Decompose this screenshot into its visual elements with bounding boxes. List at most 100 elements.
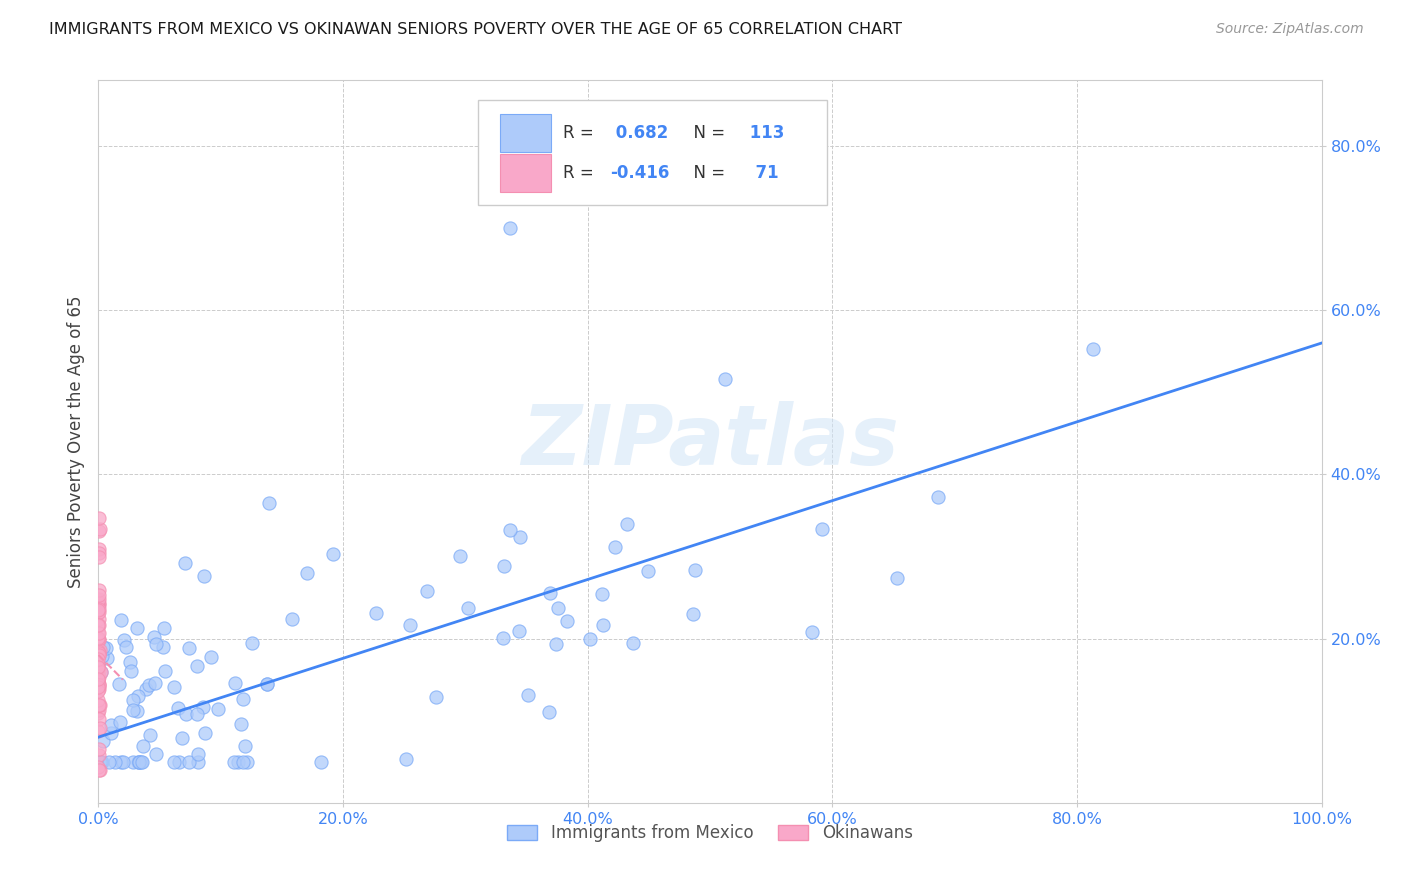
Point (194, 726, 217, 740)
Point (87, 712, 110, 726)
Point (236, 755, 259, 769)
Point (87, 592, 110, 607)
Point (89, 755, 111, 769)
Point (118, 656, 141, 670)
Point (207, 702, 229, 716)
Point (87, 681, 110, 696)
Point (621, 636, 644, 650)
Point (152, 640, 174, 654)
Point (927, 490, 949, 504)
Point (174, 706, 197, 721)
Point (683, 564, 706, 578)
Point (131, 755, 153, 769)
Point (89, 626, 111, 640)
Point (87, 612, 110, 626)
Point (87, 652, 110, 666)
Point (153, 621, 176, 635)
Point (89, 549, 111, 564)
Point (87, 605, 110, 619)
Point (89, 664, 111, 678)
Point (87, 597, 110, 611)
Point (200, 649, 222, 664)
FancyBboxPatch shape (499, 154, 551, 192)
Point (87, 582, 110, 597)
Point (138, 678, 160, 692)
Point (163, 755, 186, 769)
Point (87, 703, 110, 717)
Point (104, 755, 127, 769)
Point (492, 631, 515, 645)
Point (224, 755, 246, 769)
Point (112, 755, 135, 769)
Text: IMMIGRANTS FROM MEXICO VS OKINAWAN SENIORS POVERTY OVER THE AGE OF 65 CORRELATIO: IMMIGRANTS FROM MEXICO VS OKINAWAN SENIO… (49, 22, 903, 37)
Point (235, 739, 257, 753)
Point (224, 676, 246, 690)
Point (546, 637, 568, 651)
Point (87, 742, 110, 756)
Point (87, 763, 110, 777)
Point (89, 755, 111, 769)
Point (616, 516, 638, 531)
Point (89, 763, 111, 777)
Point (87, 693, 110, 707)
Point (143, 631, 166, 645)
Point (508, 624, 530, 638)
Point (637, 564, 659, 578)
Text: 0.682: 0.682 (610, 124, 668, 142)
Point (114, 640, 136, 654)
Point (100, 718, 122, 732)
Point (232, 755, 254, 769)
FancyBboxPatch shape (478, 100, 828, 205)
Point (90, 649, 112, 664)
Point (129, 755, 152, 769)
Point (87, 599, 110, 613)
Point (591, 587, 613, 601)
Point (87, 648, 110, 663)
Text: 71: 71 (744, 164, 779, 182)
Point (87, 524, 110, 538)
Point (87, 671, 110, 685)
Point (498, 524, 520, 538)
Point (100, 725, 122, 739)
Point (425, 690, 447, 704)
Point (281, 612, 304, 626)
Point (87, 747, 110, 762)
Point (229, 717, 252, 731)
Point (128, 755, 150, 769)
Point (179, 641, 201, 656)
Point (87, 657, 110, 671)
Point (395, 751, 418, 765)
Text: -0.416: -0.416 (610, 164, 669, 182)
Point (295, 566, 318, 580)
Point (87, 619, 110, 633)
Point (89, 698, 111, 712)
Point (87, 675, 110, 690)
Point (87, 677, 110, 691)
Point (87, 683, 110, 698)
Point (87, 698, 110, 712)
Point (416, 583, 439, 598)
Point (87, 599, 110, 613)
Point (135, 681, 157, 696)
Point (145, 637, 167, 651)
Legend: Immigrants from Mexico, Okinawans: Immigrants from Mexico, Okinawans (501, 817, 920, 848)
Point (547, 601, 569, 615)
Point (800, 624, 823, 639)
Point (87, 648, 110, 662)
Point (87, 633, 110, 648)
Point (90, 755, 112, 769)
Point (87, 679, 110, 693)
Point (90, 665, 112, 679)
Point (167, 701, 190, 715)
Point (89, 722, 111, 736)
Point (509, 530, 531, 544)
Point (120, 664, 142, 678)
Point (121, 755, 143, 769)
Point (87, 646, 110, 660)
Point (87, 660, 110, 674)
Point (87, 724, 110, 739)
Point (811, 522, 834, 536)
Point (1081, 343, 1104, 357)
Point (87, 594, 110, 608)
Point (122, 703, 145, 717)
